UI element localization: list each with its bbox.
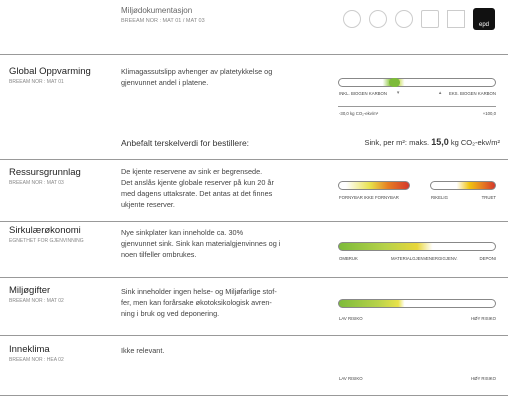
text-line: Sink inneholder ingen helse- og Miljøfar… (121, 287, 277, 296)
scale-bar (338, 78, 496, 87)
text-line: Nye sinkplater kan inneholde ca. 30% (121, 228, 244, 237)
section-subtitle: BREEAM NOR : MAT 01 (9, 79, 64, 85)
section-subtitle: EGNETHET FOR GJENVINNING (9, 238, 84, 244)
header-subtitle: BREEAM NOR : MAT 01 / MAT 03 (121, 18, 205, 24)
threshold-unit: kg CO₂-ekv/m² (450, 138, 500, 147)
text-line: Ikke relevant. (121, 346, 165, 355)
scale-bar (338, 242, 496, 251)
scale-label: OMBRUK (339, 256, 358, 261)
range-line (338, 106, 496, 107)
section-title: Ressursgrunnlag (9, 167, 81, 178)
text-line: ning i bruk og ved deponering. (121, 309, 220, 318)
scale-label: LAV RISIKO (339, 316, 363, 321)
text-line: ukjente reserver. (121, 200, 175, 209)
divider (0, 277, 508, 278)
epd-logo: epd (473, 8, 495, 30)
section-title: Miljøgifter (9, 285, 51, 296)
range-label: -30,0 kg CO₂-ekv/m² (339, 111, 379, 116)
threshold: Sink, per m²: maks. 15,0 kg CO₂-ekv/m² (365, 137, 501, 147)
scale-label: TRUET (481, 195, 496, 200)
text-line: med dagens uttaksrate. Det antas at det … (121, 189, 273, 198)
section-title: Inneklima (9, 344, 50, 355)
logo (395, 10, 413, 28)
text-line: noen tilfeller ombrukes. (121, 250, 197, 259)
logo (447, 10, 465, 28)
threshold-label: Anbefalt terskelverdi for bestillere: (121, 138, 250, 148)
text-line: gjenvunnet andel i platene. (121, 78, 209, 87)
scale-label: HØY RISIKO (471, 316, 496, 321)
threshold-value: 15,0 (431, 137, 449, 147)
section-subtitle: BREEAM NOR : MAT 03 (9, 180, 64, 186)
arrow: ▼ (396, 90, 401, 95)
logo (421, 10, 439, 28)
header-title: Miljødokumentasjon (121, 6, 193, 15)
divider (0, 159, 508, 160)
divider (0, 335, 508, 336)
logo (343, 10, 361, 28)
scale-label: ENERGIGJENV. (426, 256, 458, 261)
section-title: Sirkulærøkonomi (9, 225, 81, 236)
text-line: gjenvunnet sink. Sink kan materialgjenvi… (121, 239, 281, 248)
text-line: De kjente reservene av sink er begrensed… (121, 167, 263, 176)
scale-bar (338, 299, 496, 308)
text-line: fer, men kan forårsake økotoksikologisk … (121, 298, 272, 307)
range-label: +100,0 (482, 111, 496, 116)
section-title: Global Oppvarming (9, 66, 91, 77)
logo (369, 10, 387, 28)
text-line: Det anslås kjente globale reserver på ku… (121, 178, 274, 187)
arrow: ▲ (438, 90, 443, 95)
scale-bar (338, 181, 410, 190)
text-line: Klimagassutslipp avhenger av platetykkel… (121, 67, 273, 76)
scale-label: EKS. BIOGEN KARBON (448, 91, 496, 96)
section-subtitle: BREEAM NOR : HEA 02 (9, 357, 64, 363)
section-subtitle: BREEAM NOR : MAT 02 (9, 298, 64, 304)
scale-label: FORNYBAR (339, 195, 363, 200)
divider (0, 221, 508, 222)
divider (0, 54, 508, 55)
scale-bar (430, 181, 496, 190)
scale-label: DEPONI (479, 256, 496, 261)
scale-label: HØY RISIKO (471, 376, 496, 381)
marker (389, 78, 400, 87)
threshold-prefix: Sink, per m²: maks. (364, 138, 430, 147)
scale-label: RIKELIG (431, 195, 448, 200)
scale-label: MATERIALGJENV. (391, 256, 428, 261)
divider (0, 395, 508, 396)
scale-label: IKKE FORNYBAR (364, 195, 399, 200)
scale-label: LAV RISIKO (339, 376, 363, 381)
scale-label: INKL. BIOGEN KARBON (339, 91, 387, 96)
